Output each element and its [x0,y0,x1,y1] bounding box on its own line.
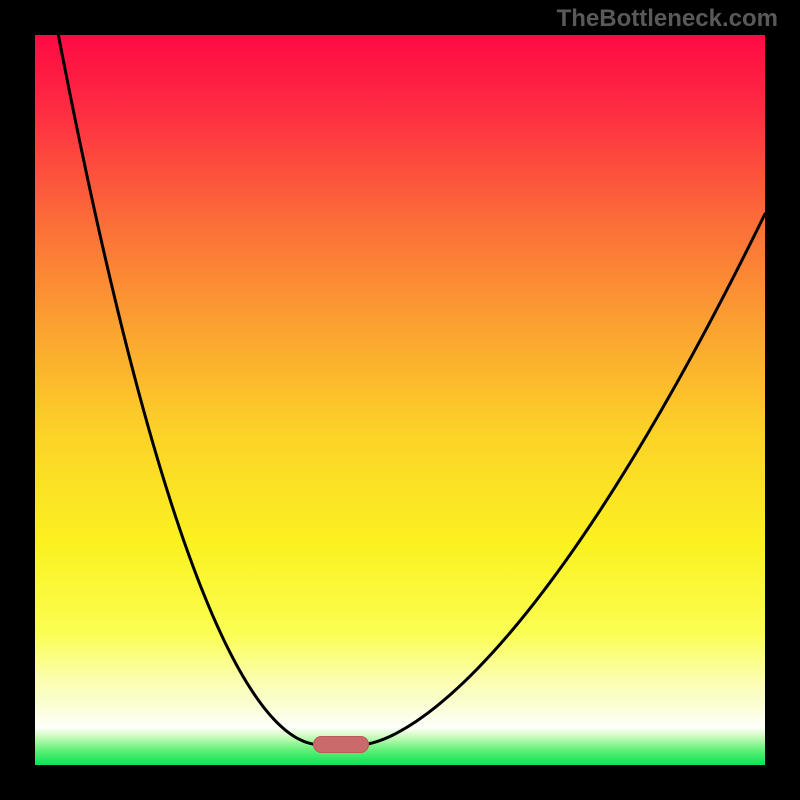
optimal-marker [313,736,368,753]
bottleneck-curve [35,35,765,765]
chart-plot-area [35,35,765,765]
watermark-label: TheBottleneck.com [557,5,778,33]
chart-frame: TheBottleneck.com [0,0,800,800]
